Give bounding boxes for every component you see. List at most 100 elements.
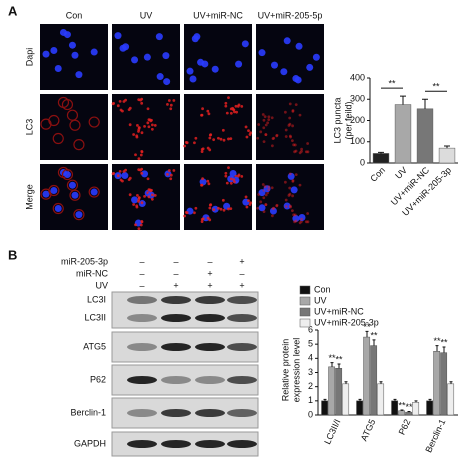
puncta	[284, 128, 288, 132]
puncta	[167, 99, 171, 102]
puncta	[149, 119, 153, 123]
puncta	[201, 107, 204, 111]
puncta	[147, 195, 151, 199]
y-tick-label: 400	[350, 72, 365, 82]
puncta	[292, 213, 296, 217]
bar	[356, 400, 364, 416]
puncta	[227, 137, 230, 141]
puncta	[217, 206, 220, 210]
nucleus	[50, 47, 58, 55]
puncta	[194, 136, 198, 140]
column-header: Con	[66, 10, 83, 20]
bar	[321, 400, 329, 416]
puncta	[266, 121, 270, 125]
nucleus	[54, 205, 62, 213]
error-bar	[337, 363, 341, 369]
puncta	[185, 141, 189, 145]
nucleus	[258, 204, 266, 212]
puncta	[289, 135, 292, 139]
x-tick-label: ATG5	[359, 418, 378, 443]
nucleus	[114, 32, 122, 40]
puncta	[116, 104, 120, 108]
puncta	[169, 177, 173, 181]
band-label: LC3I	[87, 294, 106, 304]
error-bar	[358, 398, 362, 401]
puncta	[222, 138, 226, 142]
puncta	[298, 151, 302, 155]
puncta	[137, 227, 141, 231]
band	[161, 440, 191, 448]
treatment-sign: +	[207, 280, 212, 290]
row-label: Dapi	[24, 48, 34, 67]
puncta	[259, 200, 263, 204]
nucleus	[63, 171, 71, 179]
nucleus	[269, 207, 277, 215]
puncta	[233, 180, 236, 184]
puncta	[201, 147, 205, 151]
puncta	[275, 133, 279, 137]
puncta	[247, 199, 250, 203]
puncta	[185, 211, 189, 215]
nucleus	[191, 35, 199, 43]
band	[161, 409, 191, 417]
puncta	[283, 180, 287, 184]
puncta	[193, 211, 196, 215]
cell-glow	[48, 114, 60, 127]
nucleus	[211, 65, 219, 73]
puncta	[227, 96, 230, 100]
puncta	[134, 153, 137, 157]
puncta	[128, 106, 132, 110]
error-bar	[444, 145, 450, 149]
legend-label: UV+miR-205-3p	[314, 317, 379, 327]
puncta	[118, 170, 122, 173]
puncta	[139, 223, 143, 227]
puncta	[172, 99, 176, 102]
x-tick-label: LC3II/I	[322, 418, 342, 446]
panel-label: A	[8, 3, 18, 18]
puncta	[249, 131, 253, 135]
puncta	[289, 205, 292, 209]
puncta	[298, 113, 302, 117]
treatment-label: UV	[95, 280, 108, 290]
puncta	[137, 200, 140, 203]
puncta	[128, 176, 132, 180]
puncta	[169, 103, 173, 107]
puncta	[207, 182, 211, 186]
puncta	[166, 102, 169, 106]
puncta	[257, 123, 261, 126]
puncta	[132, 203, 136, 206]
puncta	[150, 127, 154, 131]
column-header: UV	[140, 10, 153, 20]
puncta	[232, 178, 236, 182]
puncta	[139, 153, 143, 157]
puncta	[288, 186, 292, 190]
cell-glow	[73, 209, 85, 221]
cell-glow	[69, 189, 81, 201]
legend-label: UV	[314, 295, 327, 305]
puncta	[245, 135, 249, 139]
puncta	[208, 136, 212, 140]
significance: **	[433, 336, 441, 346]
puncta	[146, 177, 150, 181]
y-axis-title: (per feild)	[343, 101, 353, 139]
puncta	[262, 196, 266, 200]
y-tick-label: 2	[308, 381, 313, 391]
puncta	[112, 171, 116, 175]
puncta	[263, 115, 267, 119]
significance: **	[328, 353, 336, 363]
y-tick-label: 200	[350, 115, 365, 125]
treatment-sign: +	[207, 268, 212, 278]
puncta	[225, 111, 229, 115]
puncta	[229, 111, 233, 115]
puncta	[206, 109, 210, 113]
error-bar	[442, 346, 446, 353]
puncta	[140, 171, 144, 175]
band	[127, 296, 157, 304]
puncta	[172, 169, 176, 172]
nucleus	[280, 68, 288, 76]
nucleus	[90, 188, 98, 196]
error-bar	[400, 95, 406, 105]
puncta	[150, 123, 154, 127]
error-bar	[414, 400, 418, 403]
micrograph	[112, 94, 180, 160]
